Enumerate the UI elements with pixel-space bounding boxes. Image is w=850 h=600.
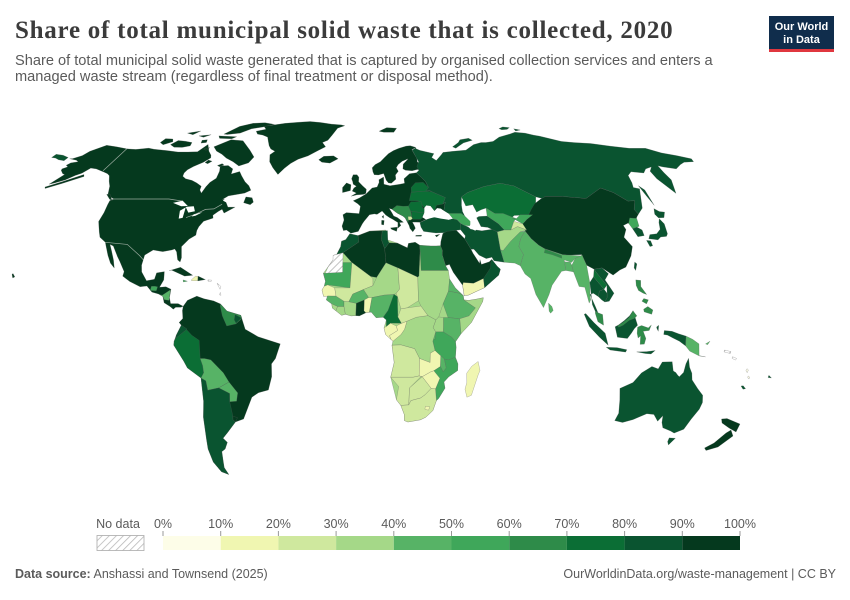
svg-text:No data: No data [96, 517, 140, 531]
svg-text:70%: 70% [554, 517, 579, 531]
svg-text:60%: 60% [497, 517, 522, 531]
svg-text:40%: 40% [381, 517, 406, 531]
svg-text:100%: 100% [724, 517, 756, 531]
svg-text:0%: 0% [154, 517, 172, 531]
svg-text:10%: 10% [208, 517, 233, 531]
svg-text:80%: 80% [612, 517, 637, 531]
svg-text:20%: 20% [266, 517, 291, 531]
svg-text:50%: 50% [439, 517, 464, 531]
svg-text:30%: 30% [324, 517, 349, 531]
svg-text:90%: 90% [670, 517, 695, 531]
